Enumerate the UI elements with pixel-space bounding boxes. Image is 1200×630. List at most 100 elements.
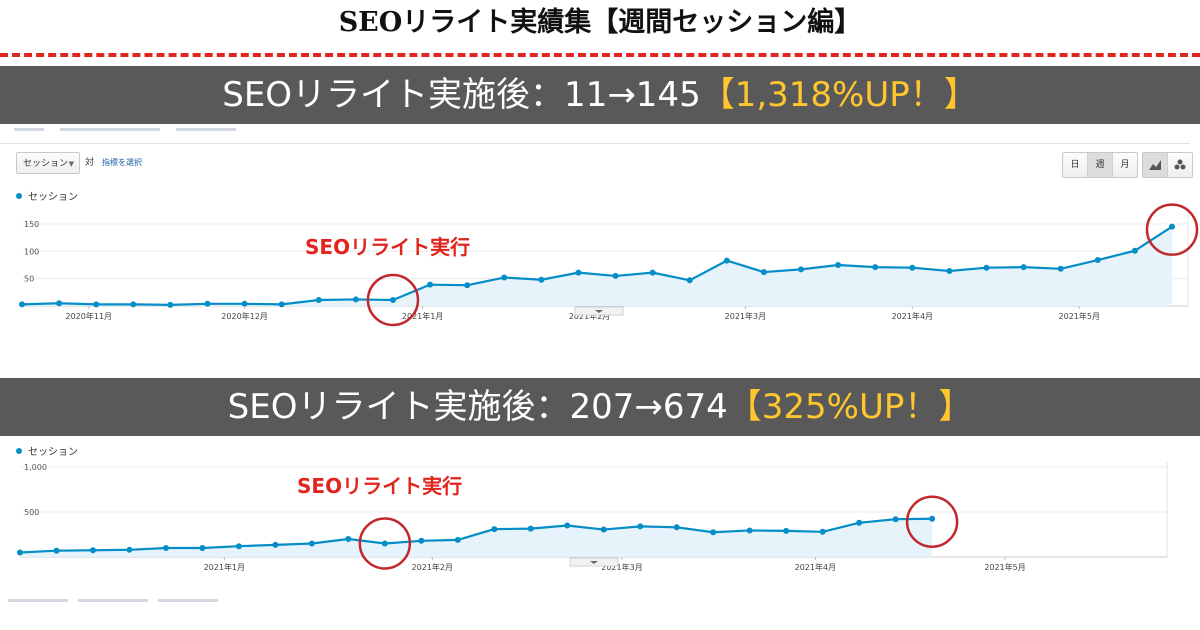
line-chart-icon[interactable]	[1143, 153, 1167, 177]
legend-dot	[16, 193, 22, 199]
data-point	[946, 267, 953, 274]
result-banner-1: SEOリライト実施後：11→145【1,318%UP！】	[0, 66, 1200, 124]
data-point	[686, 277, 693, 284]
data-point	[1057, 265, 1064, 272]
data-point	[241, 300, 248, 307]
select-metric-link[interactable]: 指標を選択	[102, 158, 142, 167]
data-point	[983, 264, 990, 271]
data-point	[89, 547, 96, 554]
x-tick-label: 2021年5月	[1059, 311, 1100, 321]
x-tick-label: 2021年1月	[204, 562, 245, 572]
period-day-button[interactable]: 日	[1070, 160, 1080, 170]
data-point	[564, 522, 571, 529]
data-point	[167, 301, 174, 308]
data-point	[798, 266, 805, 273]
y-tick-label: 500	[24, 508, 39, 517]
x-tick-label: 2021年1月	[402, 311, 443, 321]
ga-header-blur	[0, 124, 1200, 134]
ga-header-rule	[0, 143, 1190, 144]
data-point	[235, 543, 242, 550]
sessions-chart-1: 150 100 50 2020年11月 2020年12月 2021年1月 2021年2月 20…	[19, 203, 1199, 327]
chart-2-legend: セッション	[16, 443, 78, 458]
data-point	[929, 515, 936, 522]
data-point	[454, 536, 461, 543]
series-line	[19, 517, 933, 554]
data-point	[427, 281, 434, 288]
data-point	[308, 540, 315, 547]
data-point	[649, 269, 656, 276]
data-point	[93, 301, 100, 308]
data-point	[464, 282, 471, 289]
data-point	[527, 525, 534, 532]
data-point	[56, 300, 63, 307]
data-point	[760, 269, 767, 276]
rewrite-start-circle	[358, 517, 412, 570]
chevron-down-icon	[595, 310, 603, 313]
data-point	[723, 257, 730, 264]
data-point	[872, 264, 879, 271]
result-banner-1-text: SEOリライト実施後：11→145	[222, 75, 701, 115]
data-point	[17, 549, 23, 556]
data-point	[1169, 223, 1175, 230]
data-point	[575, 269, 582, 276]
chart-1-legend-label: セッション	[28, 192, 78, 203]
data-point	[600, 526, 607, 533]
x-tick-label: 2021年2月	[412, 562, 453, 572]
rewrite-annotation-label: SEOリライト実行	[305, 235, 470, 259]
y-tick-label: 100	[24, 247, 39, 256]
result-banner-2-highlight: 【325%UP！】	[727, 387, 973, 427]
period-month-button[interactable]: 月	[1112, 153, 1137, 177]
data-point	[345, 536, 352, 542]
data-point	[501, 274, 508, 281]
x-tick-label: 2020年12月	[221, 311, 268, 321]
vs-label: 対	[85, 158, 95, 168]
series-area	[22, 226, 1172, 306]
dashed-divider	[0, 53, 1200, 57]
legend-dot	[16, 448, 22, 454]
data-point	[389, 296, 396, 303]
period-week-button[interactable]: 週	[1087, 153, 1112, 177]
data-point	[538, 276, 545, 283]
chart-type-toggle	[1142, 152, 1193, 178]
result-banner-2-text: SEOリライト実施後：207→674	[227, 387, 728, 427]
data-point	[1094, 257, 1101, 264]
data-point	[381, 540, 388, 547]
series-line	[21, 225, 1173, 307]
x-tick-label: 2021年3月	[601, 562, 642, 572]
chart-1-legend: セッション	[16, 188, 78, 203]
result-banner-2: SEOリライト実施後：207→674【325%UP！】	[0, 378, 1200, 436]
x-tick-label: 2021年5月	[984, 562, 1025, 572]
rewrite-annotation-label: SEOリライト実行	[297, 474, 462, 498]
data-point	[130, 301, 137, 308]
data-point	[418, 537, 425, 544]
data-point	[126, 546, 133, 553]
metric-select[interactable]: セッション ▼	[16, 152, 80, 174]
data-point	[1020, 264, 1027, 271]
page-title: SEOリライト実績集【週間セッション編】	[338, 7, 862, 38]
result-end-circle	[1145, 203, 1199, 256]
data-point	[909, 264, 916, 271]
period-toggle: 日 週 月	[1062, 152, 1138, 178]
data-point	[819, 528, 826, 535]
data-point	[892, 516, 899, 523]
data-point	[272, 541, 279, 548]
data-point	[19, 301, 25, 308]
data-point	[673, 524, 680, 531]
data-point	[612, 272, 619, 279]
data-point	[746, 527, 753, 534]
data-point	[53, 547, 60, 554]
chevron-down-icon: ▼	[68, 160, 74, 168]
result-end-circle	[905, 495, 959, 548]
y-tick-label: 50	[24, 275, 34, 284]
data-point	[835, 261, 842, 268]
data-point	[1131, 247, 1138, 254]
chart-2-legend-label: セッション	[28, 447, 78, 458]
ga-footer-blur	[8, 597, 228, 605]
data-point	[199, 545, 206, 551]
x-tick-label: 2021年3月	[725, 311, 766, 321]
motion-chart-icon[interactable]	[1167, 153, 1192, 177]
data-point	[491, 526, 498, 533]
x-tick-label: 2020年11月	[66, 311, 113, 321]
rewrite-start-circle	[366, 273, 420, 327]
y-tick-label: 150	[24, 220, 39, 229]
